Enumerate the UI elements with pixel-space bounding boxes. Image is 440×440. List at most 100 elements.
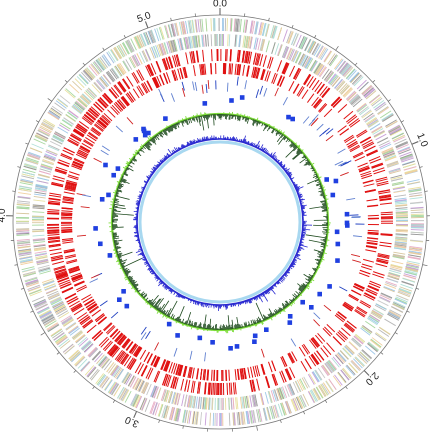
cog-reverse-mark — [368, 315, 379, 324]
island-marker — [93, 226, 98, 231]
cog-reverse-mark — [328, 359, 338, 370]
gene-reverse-mark — [81, 142, 92, 150]
gc-content-mark — [137, 152, 142, 157]
gene-reverse-mark — [152, 77, 158, 89]
cog-forward-mark — [16, 232, 30, 235]
gc-content-mark — [160, 300, 170, 313]
gc-content-mark — [172, 124, 175, 129]
gene-reverse-mark — [367, 232, 379, 235]
gc-skew-mark — [151, 170, 154, 173]
gene-forward-mark — [252, 379, 256, 392]
cog-forward-mark — [83, 69, 94, 80]
gc-content-mark — [284, 300, 290, 306]
gc-skew-mark — [136, 200, 140, 202]
gc-skew-mark — [290, 177, 292, 179]
cog-forward-mark — [398, 149, 411, 155]
cog-reverse-mark — [381, 147, 393, 153]
cog-reverse-mark — [164, 42, 169, 54]
cog-reverse-mark — [87, 87, 97, 97]
gene-forward-mark — [83, 114, 94, 123]
cog-forward-mark — [359, 351, 370, 362]
gc-content-mark — [262, 314, 267, 321]
gene-forward-mark — [121, 354, 130, 365]
cog-forward-mark — [388, 126, 401, 134]
cog-forward-mark — [232, 412, 235, 426]
cog-forward-mark — [101, 55, 110, 67]
gene-forward-mark — [156, 60, 162, 73]
gc-content-mark — [164, 129, 168, 135]
gc-skew-mark — [276, 159, 280, 163]
gene-reverse-mark — [343, 302, 354, 310]
gc-content-mark — [321, 191, 324, 194]
rna-mark — [325, 128, 334, 135]
cog-reverse-mark — [173, 39, 178, 52]
cog-reverse-mark — [394, 244, 407, 247]
cog-reverse-mark — [334, 79, 343, 89]
cog-forward-mark — [42, 316, 55, 324]
scale-tick — [380, 352, 384, 355]
island-marker — [252, 333, 258, 339]
cog-forward-mark — [37, 130, 50, 137]
gene-reverse-mark — [94, 123, 104, 131]
cog-forward-mark — [122, 389, 130, 402]
cog-forward-mark — [167, 24, 172, 38]
cog-forward-mark — [131, 393, 138, 407]
gc-content-mark — [288, 139, 291, 143]
gc-skew-mark — [264, 148, 267, 153]
gene-forward-mark — [51, 183, 64, 187]
gene-reverse-mark — [91, 127, 101, 136]
cog-reverse-mark — [44, 153, 57, 159]
gc-content-mark — [150, 138, 157, 145]
gene-forward-mark — [76, 312, 88, 320]
gc-skew-mark — [286, 271, 290, 274]
cog-forward-mark — [158, 404, 164, 417]
gc-skew-mark — [159, 160, 163, 164]
gene-forward-mark — [161, 58, 167, 71]
gene-forward-mark — [308, 355, 317, 367]
gc-content-mark — [114, 190, 117, 192]
gene-forward-mark — [335, 333, 346, 343]
gene-forward-mark — [380, 211, 393, 214]
gc-content-mark — [179, 318, 182, 323]
gene-forward-mark — [47, 231, 60, 233]
gc-content-mark — [300, 152, 303, 155]
gene-reverse-mark — [206, 369, 209, 381]
gc-content-mark — [281, 133, 283, 135]
cog-reverse-mark — [47, 145, 60, 152]
gc-content-mark — [190, 326, 193, 330]
gc-content-mark — [124, 170, 127, 172]
gc-content-mark — [123, 269, 127, 272]
gene-forward-mark — [379, 195, 392, 199]
gc-content-mark — [290, 140, 292, 143]
gc-content-mark — [140, 148, 145, 153]
gc-skew-mark — [292, 261, 296, 264]
cog-forward-mark — [191, 411, 195, 425]
gc-skew-mark — [167, 148, 173, 155]
gc-content-mark — [117, 262, 121, 265]
gene-forward-mark — [364, 292, 376, 299]
gc-content-mark — [267, 126, 271, 132]
gene-reverse-mark — [69, 269, 81, 274]
gc-skew-mark — [253, 297, 256, 301]
gc-content-mark — [320, 186, 323, 188]
cog-reverse-mark — [34, 250, 47, 254]
cog-reverse-mark — [202, 397, 205, 410]
cog-reverse-mark — [35, 184, 48, 188]
gene-reverse-mark — [80, 145, 91, 152]
gc-content-mark — [167, 127, 171, 133]
gene-reverse-mark — [79, 145, 91, 152]
gene-forward-mark — [232, 382, 235, 395]
gc-content-mark — [315, 176, 319, 179]
gene-reverse-mark — [102, 114, 111, 123]
gc-skew-mark — [135, 250, 143, 253]
cog-reverse-mark — [37, 177, 50, 181]
gene-reverse-mark — [171, 70, 176, 82]
cog-forward-mark — [242, 19, 246, 33]
gc-content-mark — [279, 132, 281, 135]
cog-reverse-mark — [167, 391, 173, 403]
cog-forward-mark — [197, 19, 200, 33]
gc-skew-mark — [299, 244, 308, 248]
cog-reverse-mark — [394, 247, 407, 250]
gene-forward-mark — [48, 200, 61, 203]
gc-skew-mark — [146, 263, 149, 265]
